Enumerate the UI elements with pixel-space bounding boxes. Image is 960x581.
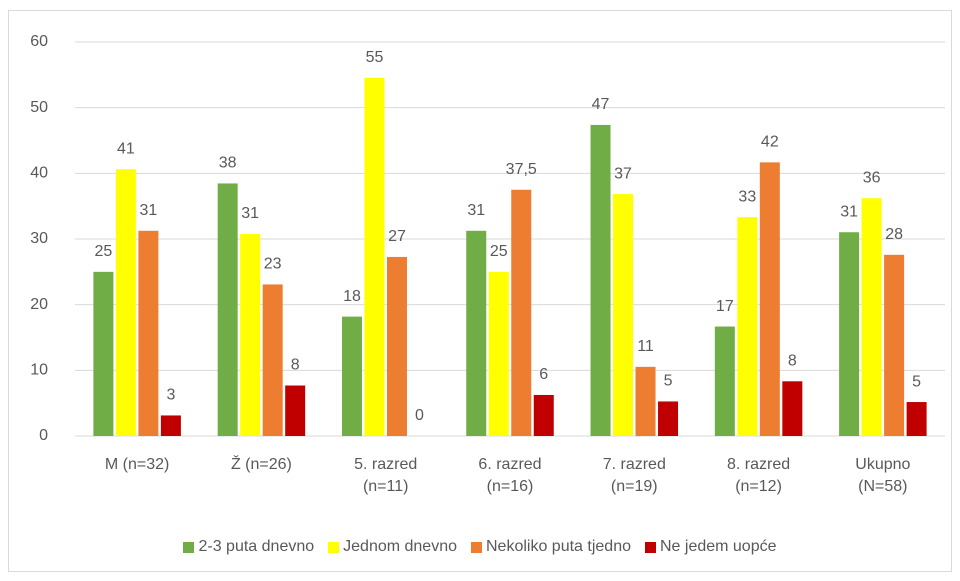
data-label: 5 — [912, 373, 921, 390]
data-label: 0 — [415, 407, 424, 424]
data-label: 37 — [614, 165, 632, 182]
bar — [138, 230, 159, 436]
data-label: 31 — [840, 203, 858, 220]
data-label: 5 — [664, 373, 673, 390]
data-label: 18 — [343, 288, 361, 305]
data-label: 31 — [139, 202, 157, 219]
legend-label: 2-3 puta dnevno — [198, 538, 315, 555]
bar — [115, 169, 136, 436]
data-label: 17 — [716, 298, 734, 315]
bar — [884, 254, 905, 436]
x-tick-label: Ž (n=26) — [230, 456, 292, 473]
bar — [590, 124, 611, 436]
bar — [93, 271, 114, 436]
data-label: 8 — [291, 357, 300, 374]
bar — [635, 366, 656, 436]
legend-swatch — [644, 541, 656, 553]
bar — [658, 401, 679, 436]
x-tick-label: 8. razred (n=12) — [726, 456, 791, 495]
legend-swatch — [471, 541, 482, 553]
data-label: 27 — [388, 228, 406, 245]
data-label: 28 — [885, 226, 903, 243]
y-tick-label: 30 — [30, 230, 48, 247]
bar — [217, 183, 238, 436]
data-label: 11 — [637, 338, 654, 355]
legend-swatch — [328, 541, 340, 553]
bar — [466, 230, 487, 436]
bar — [714, 326, 735, 436]
y-tick-label: 60 — [30, 33, 48, 50]
legend-label: Nekoliko puta tjedno — [486, 538, 631, 555]
x-tick-label: M (n=32) — [104, 456, 170, 473]
legend-item: Jednom dnevno — [328, 538, 457, 556]
legend-label: Jednom dnevno — [343, 538, 457, 555]
legend-label: Ne jedem uopće — [659, 538, 777, 555]
data-label: 23 — [264, 256, 282, 273]
data-label: 3 — [166, 387, 175, 404]
bar — [341, 316, 362, 436]
bar — [285, 385, 306, 436]
bar — [906, 402, 927, 436]
bar — [262, 284, 283, 436]
legend-swatch — [183, 541, 195, 553]
data-label: 6 — [539, 366, 548, 383]
bar — [386, 256, 407, 436]
data-label: 38 — [219, 155, 237, 172]
bar — [364, 77, 385, 436]
bar — [759, 162, 780, 436]
bar — [782, 381, 803, 436]
legend-item: Nekoliko puta tjedno — [471, 538, 631, 556]
legend-item: Ne jedem uopće — [644, 538, 777, 556]
x-tick-label: 6. razred (n=16) — [478, 456, 542, 495]
bar — [737, 217, 758, 436]
data-label: 41 — [117, 140, 135, 157]
y-tick-label: 0 — [39, 427, 48, 444]
bar — [613, 194, 634, 436]
data-label: 33 — [738, 188, 756, 205]
legend: 2-3 puta dnevno Jednom dnevno Nekoliko put… — [0, 538, 960, 556]
data-label: 47 — [592, 96, 610, 113]
data-label: 25 — [490, 243, 508, 260]
data-label: 55 — [366, 49, 384, 66]
x-tick-label: Ukupno (N=58) — [855, 456, 911, 495]
y-tick-label: 40 — [30, 165, 48, 182]
data-label: 31 — [241, 205, 259, 222]
data-label: 31 — [467, 202, 485, 219]
bar — [511, 189, 532, 436]
legend-item: 2-3 puta dnevno — [183, 538, 314, 556]
x-tick-label: 5. razred (n=11) — [354, 456, 418, 495]
bar — [160, 415, 181, 436]
bar — [533, 394, 554, 436]
bar — [240, 233, 261, 436]
y-tick-label: 10 — [30, 362, 48, 379]
data-label: 36 — [863, 169, 881, 186]
y-tick-label: 50 — [30, 99, 48, 116]
data-label: 8 — [788, 353, 797, 370]
y-tick-label: 20 — [30, 296, 48, 313]
data-label: 37,5 — [506, 161, 537, 178]
bar — [839, 232, 860, 436]
data-label: 42 — [761, 134, 779, 151]
bar — [488, 271, 509, 436]
x-tick-label: 7. razred (n=19) — [602, 456, 666, 495]
data-label: 25 — [94, 243, 112, 260]
bar — [861, 198, 882, 436]
